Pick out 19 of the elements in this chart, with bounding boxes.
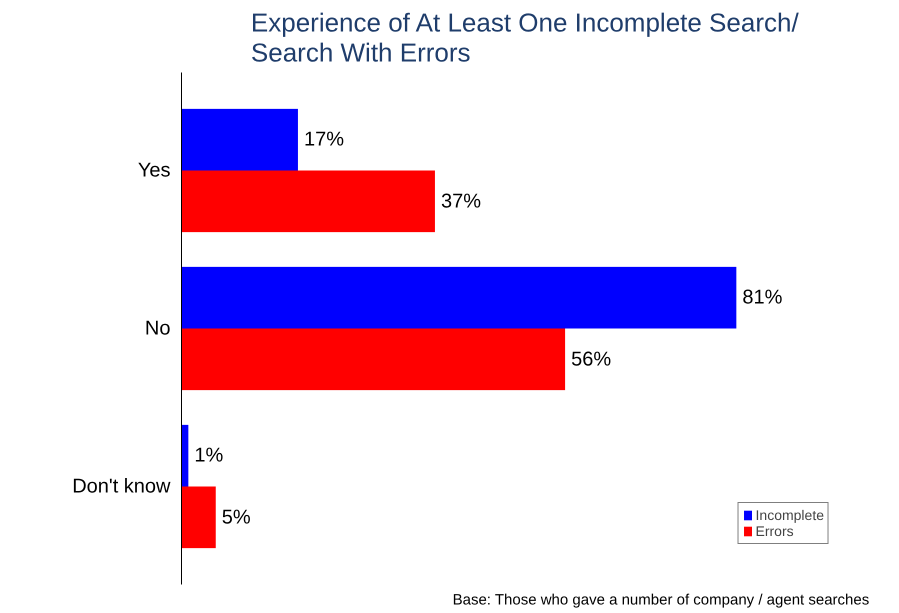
data-label: 1% <box>194 444 224 467</box>
data-label: 5% <box>222 506 251 528</box>
chart-title: Experience of At Least One Incomplete Search/ Search With Errors <box>250 8 800 68</box>
bar <box>182 266 736 328</box>
legend-label: Errors <box>756 523 794 539</box>
data-label: 81% <box>742 286 783 309</box>
bar <box>182 108 298 170</box>
y-tick-label: No <box>144 318 171 340</box>
data-label: 17% <box>304 128 344 151</box>
legend-label: Incomplete <box>756 507 824 523</box>
y-tick-label: Yes <box>138 159 171 182</box>
data-label: 37% <box>440 190 482 212</box>
bar <box>182 170 435 232</box>
data-label: 56% <box>571 348 612 370</box>
text: Base: Those who gave a number of company / agent searches <box>452 592 870 608</box>
bar <box>182 486 216 548</box>
bar <box>182 424 188 487</box>
y-tick-label: Don't know <box>72 476 172 498</box>
bar <box>182 328 566 390</box>
